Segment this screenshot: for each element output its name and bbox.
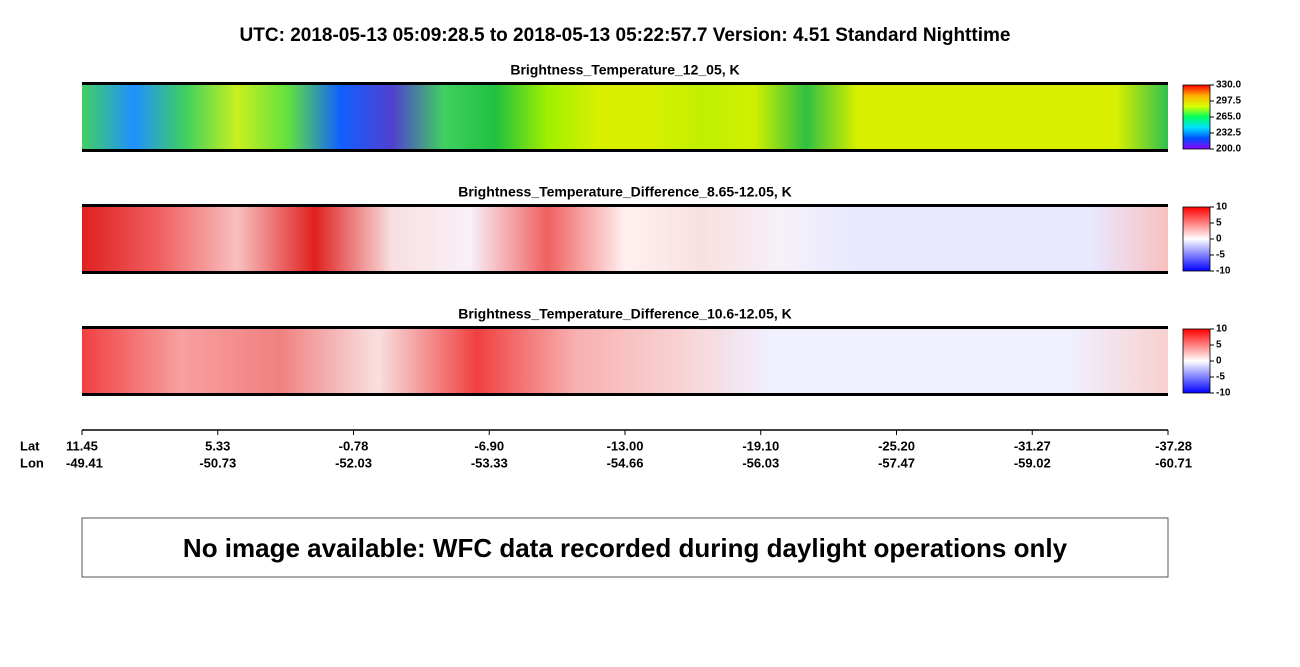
lon-tick-label: -49.41 — [66, 455, 103, 470]
colorbar — [1182, 84, 1211, 150]
colorbar — [1182, 206, 1211, 272]
colorbar-tick-label: 10 — [1216, 202, 1228, 213]
lat-tick-label: -19.10 — [742, 438, 779, 453]
colorbar-tick-label: -10 — [1216, 266, 1231, 277]
lat-tick-label: 5.33 — [205, 438, 230, 453]
lon-tick-label: -50.73 — [199, 455, 236, 470]
swath-edge — [82, 82, 1168, 85]
lon-tick-label: -59.02 — [1014, 455, 1051, 470]
swath-edge — [82, 393, 1168, 396]
swath-edge — [82, 204, 1168, 207]
colorbar-tick-label: 5 — [1216, 340, 1222, 351]
lat-tick-label: -25.20 — [878, 438, 915, 453]
swath-image — [82, 83, 1168, 151]
panel-title: Brightness_Temperature_Difference_8.65-1… — [458, 184, 792, 200]
lat-tick-label: -0.78 — [339, 438, 369, 453]
swath-image — [82, 205, 1168, 273]
lon-tick-label: -52.03 — [335, 455, 372, 470]
colorbar-tick-label: 330.0 — [1216, 80, 1241, 91]
lat-tick-label: -6.90 — [474, 438, 504, 453]
lat-tick-label: -31.27 — [1014, 438, 1051, 453]
colorbar-tick-label: -10 — [1216, 388, 1231, 399]
lon-tick-label: -56.03 — [742, 455, 779, 470]
colorbar-tick-label: 232.5 — [1216, 128, 1241, 139]
colorbar-tick-label: 5 — [1216, 218, 1222, 229]
colorbar-tick-label: -5 — [1216, 250, 1225, 261]
lat-axis-label: Lat — [20, 438, 40, 453]
notice-text: No image available: WFC data recorded du… — [183, 533, 1068, 563]
panel-title: Brightness_Temperature_Difference_10.6-1… — [458, 306, 792, 322]
lon-tick-label: -57.47 — [878, 455, 915, 470]
colorbar-tick-label: -5 — [1216, 372, 1225, 383]
swath-edge — [82, 149, 1168, 152]
swath-edge — [82, 326, 1168, 329]
swath-edge — [82, 271, 1168, 274]
lat-tick-label: -37.28 — [1155, 438, 1192, 453]
page-title: UTC: 2018-05-13 05:09:28.5 to 2018-05-13… — [240, 25, 1011, 46]
panel-title: Brightness_Temperature_12_05, K — [510, 62, 739, 78]
lon-axis-label: Lon — [20, 455, 44, 470]
lon-tick-label: -54.66 — [607, 455, 644, 470]
lon-tick-label: -53.33 — [471, 455, 508, 470]
colorbar — [1182, 328, 1211, 394]
colorbar-tick-label: 0 — [1216, 356, 1222, 367]
lon-tick-label: -60.71 — [1155, 455, 1192, 470]
notice-box — [81, 517, 1169, 578]
lat-tick-label: 11.45 — [66, 438, 98, 453]
swath-image — [82, 327, 1168, 395]
lat-tick-label: -13.00 — [607, 438, 644, 453]
colorbar-tick-label: 297.5 — [1216, 96, 1241, 107]
colorbar-tick-label: 200.0 — [1216, 144, 1241, 155]
colorbar-tick-label: 265.0 — [1216, 112, 1241, 123]
colorbar-tick-label: 0 — [1216, 234, 1222, 245]
colorbar-tick-label: 10 — [1216, 324, 1228, 335]
